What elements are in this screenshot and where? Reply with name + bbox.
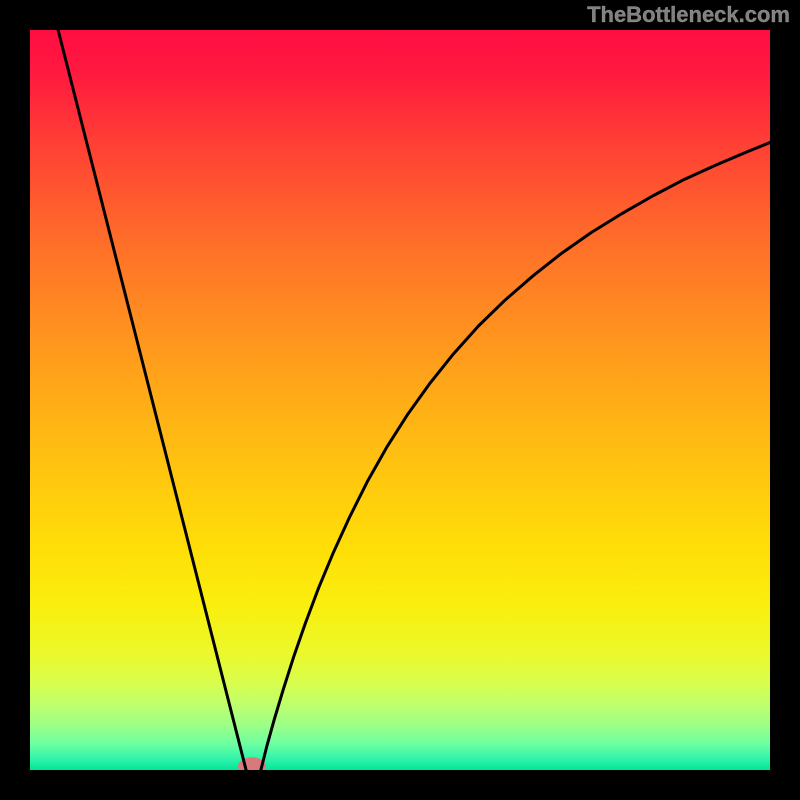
watermark-label: TheBottleneck.com <box>587 2 790 28</box>
chart-container: TheBottleneck.com <box>0 0 800 800</box>
gradient-background <box>30 30 770 770</box>
plot-area <box>30 30 770 770</box>
chart-svg <box>30 30 770 770</box>
